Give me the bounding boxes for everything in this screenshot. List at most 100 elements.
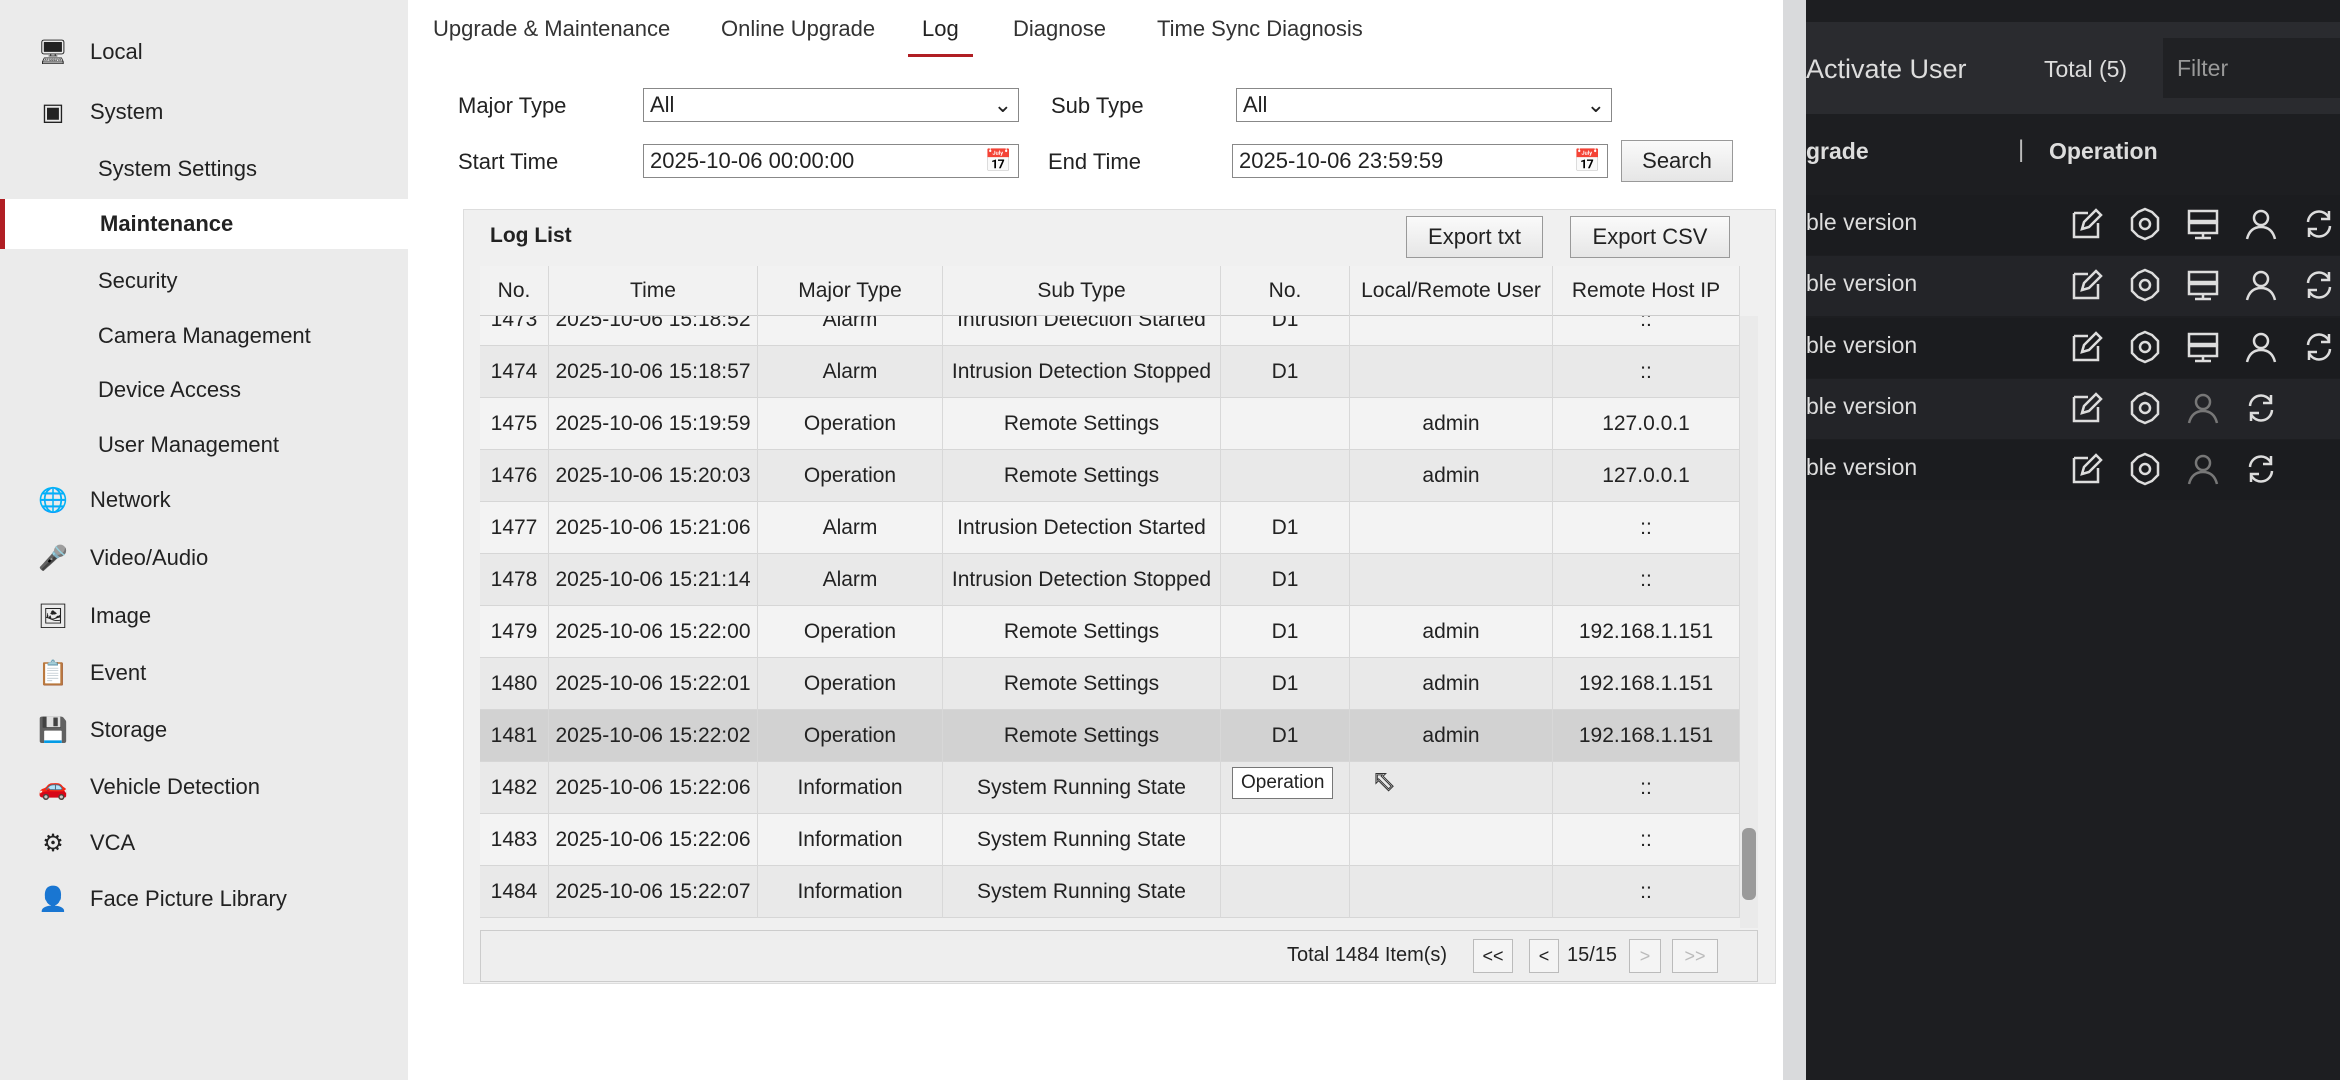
sidebar-item-security[interactable]: Security bbox=[0, 256, 408, 306]
version-label: ble version bbox=[1806, 270, 1918, 296]
first-page-button[interactable]: << bbox=[1473, 939, 1513, 973]
column-header-no[interactable]: No. bbox=[480, 266, 549, 316]
column-header-major-type[interactable]: Major Type bbox=[758, 266, 943, 316]
edit-icon[interactable] bbox=[2070, 330, 2104, 364]
table-row[interactable]: 1475 2025-10-06 15:19:59 Operation Remote S… bbox=[480, 398, 1740, 450]
cell-channel-no bbox=[1221, 450, 1350, 502]
end-time-input[interactable]: 2025-10-06 23:59:59 📅 bbox=[1232, 144, 1608, 178]
cell-no: 1475 bbox=[480, 398, 549, 450]
column-header-user[interactable]: Local/Remote User bbox=[1350, 266, 1553, 316]
column-header-sub-type[interactable]: Sub Type bbox=[943, 266, 1221, 316]
gear-icon[interactable] bbox=[2128, 452, 2162, 486]
sub-type-select[interactable]: All ⌄ bbox=[1236, 88, 1612, 122]
event-list-icon: 📋 bbox=[38, 659, 68, 687]
last-page-button[interactable]: >> bbox=[1672, 939, 1718, 973]
storage-icon: 💾 bbox=[38, 716, 68, 744]
gear-icon[interactable] bbox=[2128, 268, 2162, 302]
cell-user bbox=[1350, 554, 1553, 606]
table-row[interactable]: 1481 2025-10-06 15:22:02 Operation Remote S… bbox=[480, 710, 1740, 762]
sidebar-item-event[interactable]: 📋 Event bbox=[0, 648, 408, 698]
export-txt-button[interactable]: Export txt bbox=[1406, 216, 1543, 258]
column-header-remote-host-ip[interactable]: Remote Host IP bbox=[1553, 266, 1740, 316]
next-page-button[interactable]: > bbox=[1629, 939, 1661, 973]
table-row[interactable]: 1484 2025-10-06 15:22:07 Information System… bbox=[480, 866, 1740, 918]
tab-online-upgrade[interactable]: Online Upgrade bbox=[721, 16, 876, 41]
table-row[interactable]: 1483 2025-10-06 15:22:06 Information System… bbox=[480, 814, 1740, 866]
sidebar-item-local[interactable]: 🖥 Local bbox=[0, 27, 408, 77]
cell-user: admin bbox=[1350, 398, 1553, 450]
scrollbar-thumb[interactable] bbox=[1742, 828, 1756, 900]
user-icon[interactable] bbox=[2186, 391, 2220, 425]
user-row: ble version bbox=[1806, 318, 2340, 378]
sidebar-item-storage[interactable]: 💾 Storage bbox=[0, 705, 408, 755]
edit-icon[interactable] bbox=[2070, 391, 2104, 425]
refresh-icon[interactable] bbox=[2302, 207, 2336, 241]
column-header-channel-no[interactable]: No. bbox=[1221, 266, 1350, 316]
server-icon[interactable] bbox=[2186, 268, 2220, 302]
refresh-icon[interactable] bbox=[2302, 268, 2336, 302]
sidebar-item-label: Camera Management bbox=[98, 323, 311, 348]
refresh-icon[interactable] bbox=[2244, 391, 2278, 425]
search-button[interactable]: Search bbox=[1621, 140, 1733, 182]
tab-time-sync-diagnosis[interactable]: Time Sync Diagnosis bbox=[1157, 16, 1363, 41]
server-icon[interactable] bbox=[2186, 330, 2220, 364]
tab-log[interactable]: Log bbox=[908, 16, 973, 57]
sidebar-item-system-settings[interactable]: System Settings bbox=[0, 144, 408, 194]
sidebar-item-vca[interactable]: ⚙ VCA bbox=[0, 818, 408, 868]
cell-channel-no: D1 bbox=[1221, 658, 1350, 710]
table-row[interactable]: 1478 2025-10-06 15:21:14 Alarm Intrusion De… bbox=[480, 554, 1740, 606]
filter-input[interactable]: Filter bbox=[2163, 38, 2340, 98]
cell-sub-type: System Running State bbox=[943, 762, 1221, 814]
column-header-time[interactable]: Time bbox=[549, 266, 758, 316]
user-icon[interactable] bbox=[2244, 207, 2278, 241]
gear-icon[interactable] bbox=[2128, 207, 2162, 241]
cell-channel-no: D1 bbox=[1221, 502, 1350, 554]
edit-icon[interactable] bbox=[2070, 268, 2104, 302]
server-icon[interactable] bbox=[2186, 207, 2220, 241]
edit-icon[interactable] bbox=[2070, 452, 2104, 486]
table-row[interactable]: 1479 2025-10-06 15:22:00 Operation Remote S… bbox=[480, 606, 1740, 658]
sidebar-item-user-management[interactable]: User Management bbox=[0, 420, 408, 470]
calendar-icon[interactable]: 📅 bbox=[984, 148, 1012, 173]
sidebar-item-label: Event bbox=[90, 660, 147, 685]
sidebar-item-video-audio[interactable]: 🎤 Video/Audio bbox=[0, 533, 408, 583]
prev-page-button[interactable]: < bbox=[1529, 939, 1559, 973]
refresh-icon[interactable] bbox=[2302, 330, 2336, 364]
table-row[interactable]: 1480 2025-10-06 15:22:01 Operation Remote S… bbox=[480, 658, 1740, 710]
sidebar-item-camera-management[interactable]: Camera Management bbox=[0, 311, 408, 361]
sidebar-item-maintenance[interactable]: Maintenance bbox=[0, 199, 408, 249]
calendar-icon[interactable]: 📅 bbox=[1573, 148, 1601, 173]
gear-icon[interactable] bbox=[2128, 391, 2162, 425]
sidebar-item-system[interactable]: ▣ System bbox=[0, 87, 408, 137]
table-row[interactable]: 1477 2025-10-06 15:21:06 Alarm Intrusion De… bbox=[480, 502, 1740, 554]
scrollbar[interactable] bbox=[1740, 316, 1758, 928]
major-type-select[interactable]: All ⌄ bbox=[643, 88, 1019, 122]
edit-icon[interactable] bbox=[2070, 207, 2104, 241]
sidebar-item-vehicle-detection[interactable]: 🚗 Vehicle Detection bbox=[0, 762, 408, 812]
refresh-icon[interactable] bbox=[2244, 452, 2278, 486]
user-icon[interactable] bbox=[2244, 330, 2278, 364]
sidebar-item-network[interactable]: 🌐 Network bbox=[0, 475, 408, 525]
table-row[interactable]: 1476 2025-10-06 15:20:03 Operation Remote S… bbox=[480, 450, 1740, 502]
user-icon[interactable] bbox=[2244, 268, 2278, 302]
table-row[interactable]: 1473 2025-10-06 15:18:52 Alarm Intrusion De… bbox=[480, 316, 1740, 346]
sub-type-label: Sub Type bbox=[1051, 93, 1144, 118]
start-time-input[interactable]: 2025-10-06 00:00:00 📅 bbox=[643, 144, 1019, 178]
sidebar-item-face-picture-library[interactable]: 👤 Face Picture Library bbox=[0, 874, 408, 924]
start-time-label: Start Time bbox=[458, 149, 559, 174]
user-icon[interactable] bbox=[2186, 452, 2220, 486]
table-row[interactable]: 1482 2025-10-06 15:22:06 Information System… bbox=[480, 762, 1740, 814]
tab-diagnose[interactable]: Diagnose bbox=[1013, 16, 1106, 41]
gear-icon[interactable] bbox=[2128, 330, 2162, 364]
cursor-icon: ⬁ bbox=[1371, 765, 1396, 797]
sidebar-item-image[interactable]: 🖼 Image bbox=[0, 591, 408, 641]
tab-upgrade-maintenance[interactable]: Upgrade & Maintenance bbox=[433, 16, 671, 41]
face-icon: 👤 bbox=[38, 885, 68, 913]
table-row[interactable]: 1474 2025-10-06 15:18:57 Alarm Intrusion De… bbox=[480, 346, 1740, 398]
cell-user bbox=[1350, 814, 1553, 866]
sidebar-item-label: Storage bbox=[90, 717, 168, 742]
cell-no: 1474 bbox=[480, 346, 549, 398]
sidebar-item-label: System bbox=[90, 99, 164, 124]
export-csv-button[interactable]: Export CSV bbox=[1570, 216, 1730, 258]
sidebar-item-device-access[interactable]: Device Access bbox=[0, 365, 408, 415]
